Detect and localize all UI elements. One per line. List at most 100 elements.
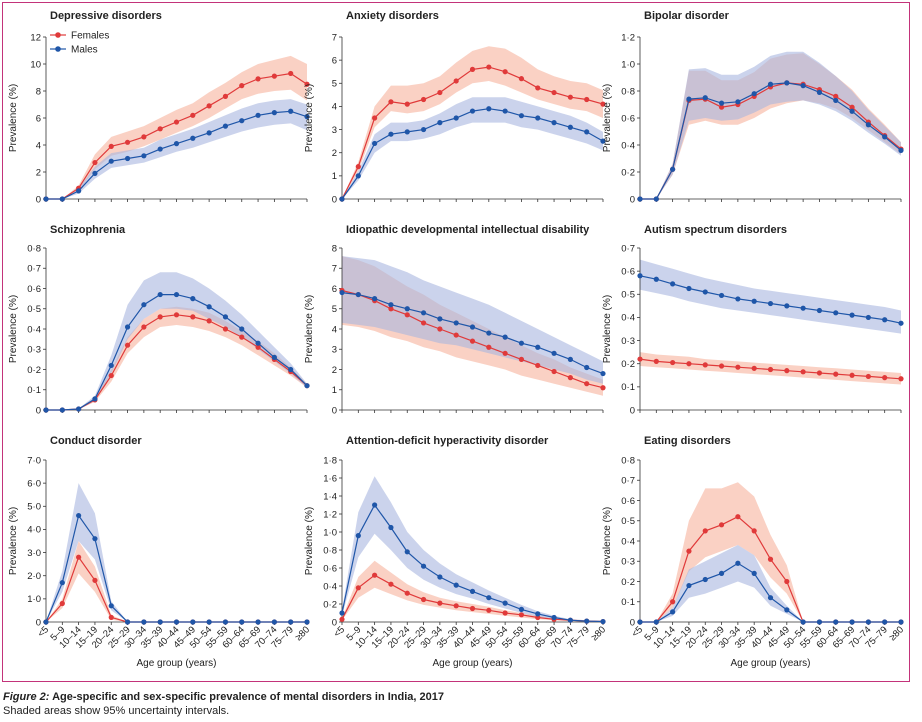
data-point-females — [372, 572, 378, 578]
data-point-females — [751, 365, 757, 371]
data-point-males — [190, 296, 196, 302]
data-point-males — [437, 120, 443, 126]
data-point-females — [686, 548, 692, 554]
data-point-males — [271, 110, 277, 116]
data-point-females — [190, 112, 196, 118]
y-tick-label: 0·7 — [621, 476, 635, 487]
data-point-males — [735, 99, 741, 105]
data-point-males — [173, 619, 180, 625]
data-point-females — [833, 93, 839, 99]
data-point-females — [108, 143, 114, 149]
data-point-females — [882, 375, 888, 381]
data-point-females — [92, 577, 98, 583]
data-point-males — [372, 296, 378, 302]
data-point-females — [718, 363, 725, 369]
data-point-females — [816, 370, 823, 376]
data-point-males — [486, 106, 492, 112]
data-point-females — [124, 342, 131, 348]
data-point-females — [735, 364, 741, 370]
data-point-males — [600, 138, 606, 144]
data-point-males — [502, 600, 508, 606]
data-point-females — [469, 338, 476, 344]
caption-note: Shaded areas show 95% uncertainty interv… — [3, 705, 230, 717]
uncertainty-band-males — [640, 51, 901, 199]
data-point-males — [420, 126, 427, 133]
data-point-females — [784, 578, 790, 585]
data-point-females — [551, 368, 557, 375]
data-point-males — [767, 81, 774, 87]
y-tick-label: 0·7 — [27, 264, 41, 275]
data-point-males — [124, 324, 131, 330]
data-point-males — [535, 611, 541, 617]
data-point-males — [816, 307, 823, 314]
data-point-males — [141, 619, 147, 625]
data-point-males — [339, 610, 345, 616]
data-point-males — [469, 108, 476, 114]
y-tick-label: 0·6 — [27, 284, 41, 295]
legend-label-females: Females — [71, 31, 109, 42]
y-tick-label: 0·7 — [621, 243, 635, 254]
data-point-males — [849, 619, 855, 625]
data-point-males — [833, 97, 839, 104]
uncertainty-band-males — [640, 259, 901, 334]
data-point-males — [518, 113, 525, 119]
y-tick-label: 0·8 — [323, 545, 337, 556]
data-point-females — [486, 64, 492, 70]
data-point-males — [486, 595, 492, 601]
data-point-females — [255, 344, 261, 350]
data-point-males — [800, 305, 806, 311]
data-point-females — [420, 320, 427, 326]
y-tick-label: 1·0 — [323, 527, 337, 538]
data-point-females — [898, 376, 904, 382]
data-point-males — [865, 122, 871, 128]
data-point-males — [751, 570, 757, 577]
data-point-males — [767, 300, 774, 307]
y-tick-label: 0·1 — [621, 597, 635, 608]
data-point-females — [288, 70, 294, 77]
data-point-males — [833, 619, 839, 625]
uncertainty-band-males — [342, 97, 603, 199]
y-tick-label: 1 — [332, 385, 337, 396]
data-point-males — [124, 619, 131, 625]
panel-5: Idiopathic developmental intellectual di… — [304, 224, 606, 416]
data-point-females — [567, 94, 573, 100]
data-point-males — [420, 563, 427, 569]
data-point-females — [141, 134, 147, 140]
data-point-males — [355, 533, 361, 539]
uncertainty-band-males — [46, 272, 307, 410]
data-point-females — [653, 358, 659, 364]
y-tick-label: 8 — [36, 86, 41, 97]
y-tick-label: 4 — [36, 140, 41, 151]
data-point-males — [239, 619, 245, 625]
data-point-females — [469, 66, 476, 72]
figure-frame — [2, 2, 910, 682]
data-point-females — [518, 76, 525, 82]
data-point-males — [43, 619, 49, 625]
y-tick-label: 0 — [36, 617, 41, 628]
data-point-males — [355, 291, 361, 298]
data-point-males — [173, 141, 180, 147]
data-point-males — [372, 502, 378, 508]
data-point-females — [718, 522, 725, 528]
data-point-males — [469, 324, 476, 330]
panel-title: Depressive disorders — [50, 10, 162, 22]
y-tick-label: 4 — [332, 324, 337, 335]
data-point-males — [404, 306, 410, 312]
data-point-females — [157, 126, 163, 132]
figure-caption: Figure 2: Age-specific and sex-specific … — [3, 690, 913, 718]
y-tick-label: 0·3 — [27, 345, 41, 356]
data-point-males — [735, 296, 741, 302]
panel-title: Eating disorders — [644, 435, 731, 447]
y-tick-label: 3·0 — [27, 548, 41, 559]
data-point-females — [372, 115, 378, 121]
data-point-males — [437, 574, 443, 580]
data-point-males — [339, 289, 345, 296]
y-tick-label: 0 — [36, 405, 41, 416]
data-point-males — [898, 619, 904, 625]
y-tick-label: 4·0 — [27, 525, 41, 536]
data-point-females — [157, 314, 163, 320]
data-point-females — [600, 385, 606, 391]
data-point-females — [388, 581, 394, 587]
data-point-males — [584, 618, 590, 624]
x-tick-label: ≥80 — [293, 624, 312, 643]
